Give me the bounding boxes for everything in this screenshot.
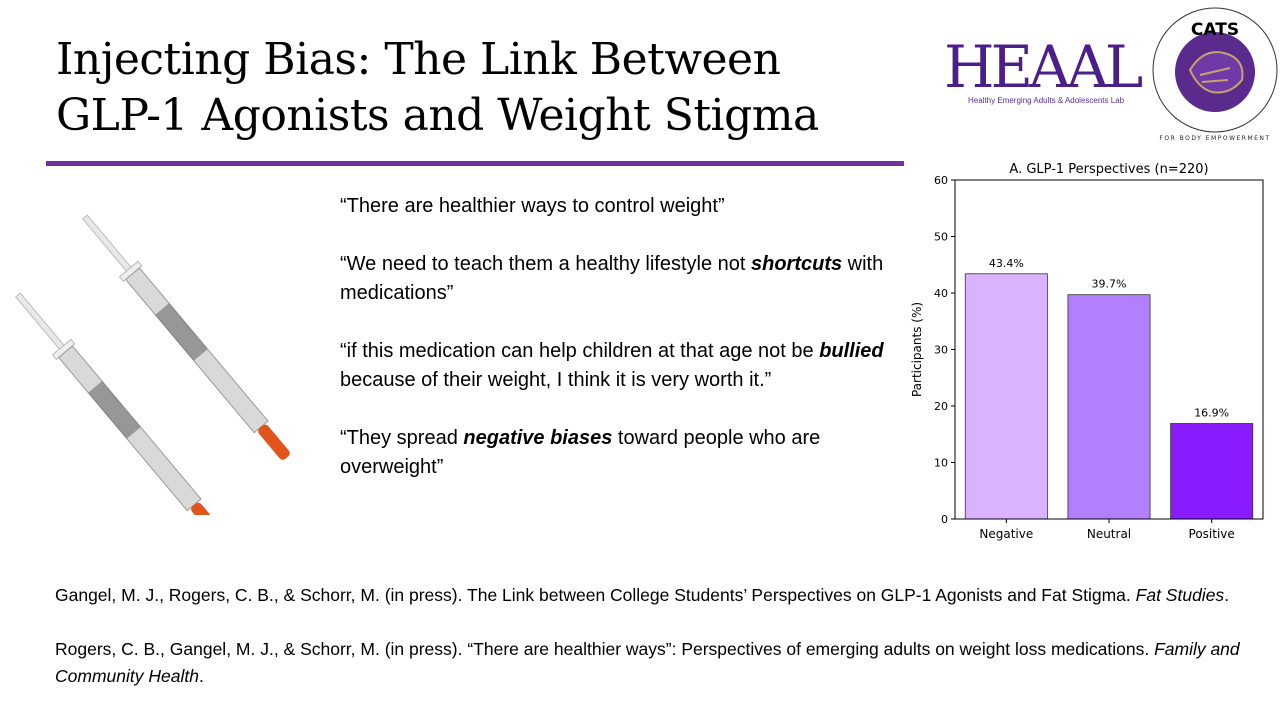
quote-text: with medications” xyxy=(340,253,884,304)
y-axis-label: Participants (%) xyxy=(910,302,924,397)
quote: “They spread negative biases toward peop… xyxy=(340,424,900,482)
syringes-image xyxy=(14,214,290,515)
heaal-subtitle: Healthy Emerging Adults & Adolescents La… xyxy=(968,96,1125,105)
slide-title: Injecting Bias: The Link Between GLP-1 A… xyxy=(56,32,819,144)
reference: Gangel, M. J., Rogers, C. B., & Schorr, … xyxy=(55,582,1245,609)
y-tick-label: 60 xyxy=(934,174,948,187)
reference: Rogers, C. B., Gangel, M. J., & Schorr, … xyxy=(55,636,1245,690)
title-line-2: GLP-1 Agonists and Weight Stigma xyxy=(56,90,819,141)
chart-title: A. GLP-1 Perspectives (n=220) xyxy=(1009,162,1208,177)
bar-chart: A. GLP-1 Perspectives (n=220) Participant… xyxy=(910,162,1264,541)
quotes-list: “There are healthier ways to control wei… xyxy=(340,192,900,511)
quote-emphasis: negative biases xyxy=(463,427,613,449)
quote-text: “if this medication can help children at… xyxy=(340,340,820,362)
syringe-back xyxy=(81,214,290,460)
heaal-logo: HEAAL Healthy Emerging Adults & Adolesce… xyxy=(944,38,1144,105)
quote: “We need to teach them a healthy lifesty… xyxy=(340,250,900,308)
data-label: 39.7% xyxy=(1092,278,1127,291)
references: Gangel, M. J., Rogers, C. B., & Schorr, … xyxy=(55,582,1245,717)
quote-emphasis: shortcuts xyxy=(750,253,843,275)
cats-logo: CATS FOR BODY EMPOWERMENT xyxy=(1152,7,1278,142)
heaal-wordmark: HEAAL xyxy=(944,33,1143,101)
title-divider xyxy=(46,161,904,166)
reference-journal: Fat Studies xyxy=(1135,585,1225,605)
title-line-1: Injecting Bias: The Link Between xyxy=(56,34,781,85)
quote: “if this medication can help children at… xyxy=(340,337,900,395)
data-label: 43.4% xyxy=(989,257,1024,270)
y-tick-label: 40 xyxy=(934,287,948,300)
data-label: 16.9% xyxy=(1194,407,1229,420)
cats-logo-ring-text: FOR BODY EMPOWERMENT xyxy=(1159,135,1270,142)
cats-logo-title: CATS xyxy=(1191,20,1239,40)
quote: “There are healthier ways to control wei… xyxy=(340,192,900,221)
quote-text: “They spread xyxy=(340,427,464,449)
x-tick-label: Negative xyxy=(979,527,1033,541)
x-tick-label: Neutral xyxy=(1087,527,1131,541)
quote-text: toward people who are overweight” xyxy=(340,427,821,478)
quote-text: “We need to teach them a healthy lifesty… xyxy=(340,253,751,275)
bar-negative xyxy=(964,273,1048,520)
y-tick-label: 10 xyxy=(934,457,948,470)
quote-text: because of their weight, I think it is v… xyxy=(340,369,772,391)
reference-journal: Family and Community Health xyxy=(55,639,1240,686)
y-tick-label: 30 xyxy=(934,344,948,357)
bar-neutral xyxy=(1067,294,1151,520)
y-tick-label: 50 xyxy=(934,231,948,244)
quote-text: “There are healthier ways to control wei… xyxy=(340,195,725,217)
reference-text: . xyxy=(1224,585,1230,605)
x-tick-label: Positive xyxy=(1189,527,1235,541)
reference-text: . xyxy=(198,666,204,686)
reference-text: Rogers, C. B., Gangel, M. J., & Schorr, … xyxy=(55,639,1155,659)
reference-text: Gangel, M. J., Rogers, C. B., & Schorr, … xyxy=(55,585,1136,605)
quote-emphasis: bullied xyxy=(819,340,884,362)
y-tick-label: 20 xyxy=(934,400,948,413)
syringe-front xyxy=(14,292,223,515)
bar-positive xyxy=(1170,423,1254,520)
y-tick-label: 0 xyxy=(941,513,948,526)
plot-frame xyxy=(954,179,1264,520)
